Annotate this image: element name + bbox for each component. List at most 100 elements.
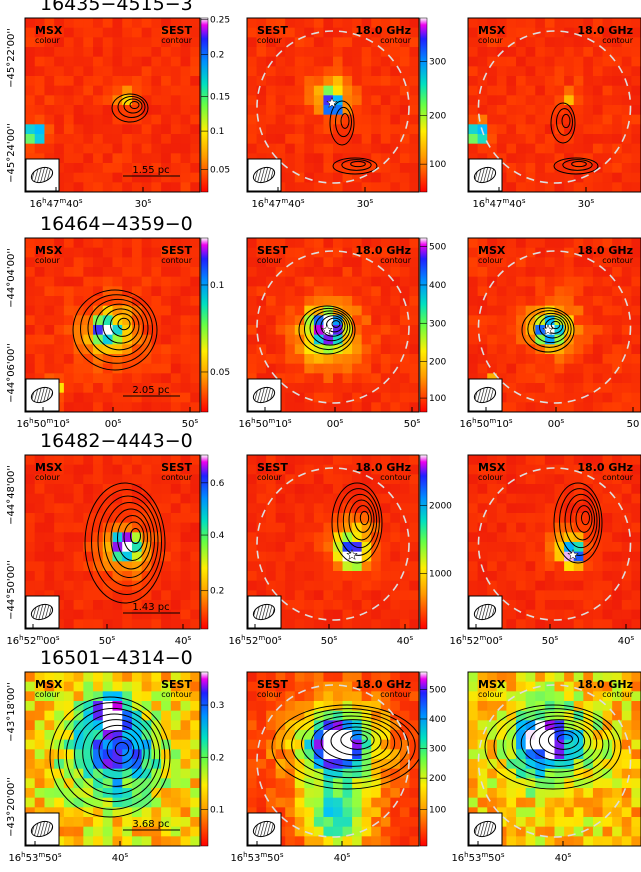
contour-word: contour — [161, 473, 192, 482]
contour — [304, 307, 353, 351]
pixel — [573, 455, 584, 466]
pixel — [54, 325, 65, 336]
pixel — [602, 143, 613, 154]
pixel — [399, 267, 410, 278]
pixel — [380, 739, 391, 750]
pixel — [247, 551, 258, 562]
pixel — [573, 247, 584, 258]
pixel — [73, 354, 84, 365]
contour — [74, 713, 155, 795]
pixel — [180, 759, 191, 770]
pixel — [285, 56, 296, 67]
pixel — [535, 691, 546, 702]
pixel — [342, 739, 353, 750]
pixel — [304, 286, 315, 297]
pixel — [525, 749, 536, 760]
pixel — [180, 76, 191, 87]
pixel — [564, 691, 575, 702]
pixel — [247, 720, 258, 731]
pixel — [304, 484, 315, 495]
pixel — [333, 402, 344, 412]
pixel — [294, 768, 305, 779]
pixel — [352, 373, 363, 384]
pixel — [256, 153, 267, 164]
pixel — [54, 522, 65, 533]
pixel — [285, 383, 296, 394]
pixel — [525, 455, 536, 466]
pixel — [44, 305, 55, 316]
pixel — [583, 27, 594, 38]
pixel — [102, 325, 113, 336]
pixel — [506, 807, 517, 818]
pixel — [275, 710, 286, 721]
ra-unit: s — [148, 197, 152, 205]
pixel — [266, 37, 277, 48]
pixel — [131, 18, 143, 29]
pixel — [151, 619, 162, 629]
pixel — [170, 124, 182, 135]
pixel — [631, 172, 641, 183]
pixel — [102, 383, 113, 394]
pixel — [573, 163, 584, 174]
pixel — [352, 392, 363, 403]
pixel — [44, 114, 55, 125]
pixel — [313, 691, 324, 702]
pixel — [323, 105, 334, 116]
pixel — [102, 363, 113, 374]
pixel — [304, 817, 315, 828]
pixel — [506, 76, 517, 87]
pixel — [141, 836, 152, 846]
pixel — [83, 296, 94, 307]
pixel — [313, 836, 324, 846]
pixel — [583, 153, 594, 164]
pixel — [141, 47, 152, 58]
pixel — [525, 238, 536, 249]
pixel — [487, 542, 498, 553]
pixel — [275, 532, 286, 543]
pixel — [592, 286, 604, 297]
pixel — [141, 484, 152, 495]
pixel — [477, 334, 488, 345]
pixel — [34, 720, 45, 731]
pixel — [487, 730, 498, 741]
pixel — [313, 551, 324, 562]
pixel — [161, 551, 172, 562]
pixel — [496, 143, 507, 154]
pixel — [352, 817, 363, 828]
pixel — [34, 571, 45, 582]
pixel — [477, 739, 488, 750]
pixel — [583, 286, 594, 297]
pixel — [342, 344, 353, 355]
pixel — [409, 47, 419, 58]
pixel — [190, 701, 200, 712]
pixel — [266, 571, 277, 582]
pixel — [93, 759, 104, 770]
pixel — [342, 402, 353, 412]
pixel — [73, 163, 84, 174]
pixel — [73, 172, 84, 183]
pixel — [247, 542, 258, 553]
pixel — [112, 759, 123, 770]
pixel — [304, 571, 315, 582]
pixel — [34, 493, 45, 504]
pixel — [83, 768, 94, 779]
pixel — [131, 759, 143, 770]
pixel — [323, 503, 334, 514]
ra-unit: s — [301, 197, 305, 205]
pixel — [247, 691, 258, 702]
primary-beam — [256, 684, 410, 838]
pixel — [304, 759, 315, 770]
ra-tick-label: 40s — [397, 634, 414, 647]
pixel — [371, 257, 382, 268]
pixel — [275, 305, 286, 316]
pixel — [516, 95, 527, 106]
colour-word: colour — [35, 256, 60, 265]
pixel — [573, 344, 584, 355]
pixel — [544, 153, 555, 164]
pixel — [54, 76, 65, 87]
pixel — [564, 334, 575, 345]
pixel — [583, 392, 594, 403]
pixel — [516, 571, 527, 582]
pixel — [161, 580, 172, 591]
pixel — [602, 153, 613, 164]
